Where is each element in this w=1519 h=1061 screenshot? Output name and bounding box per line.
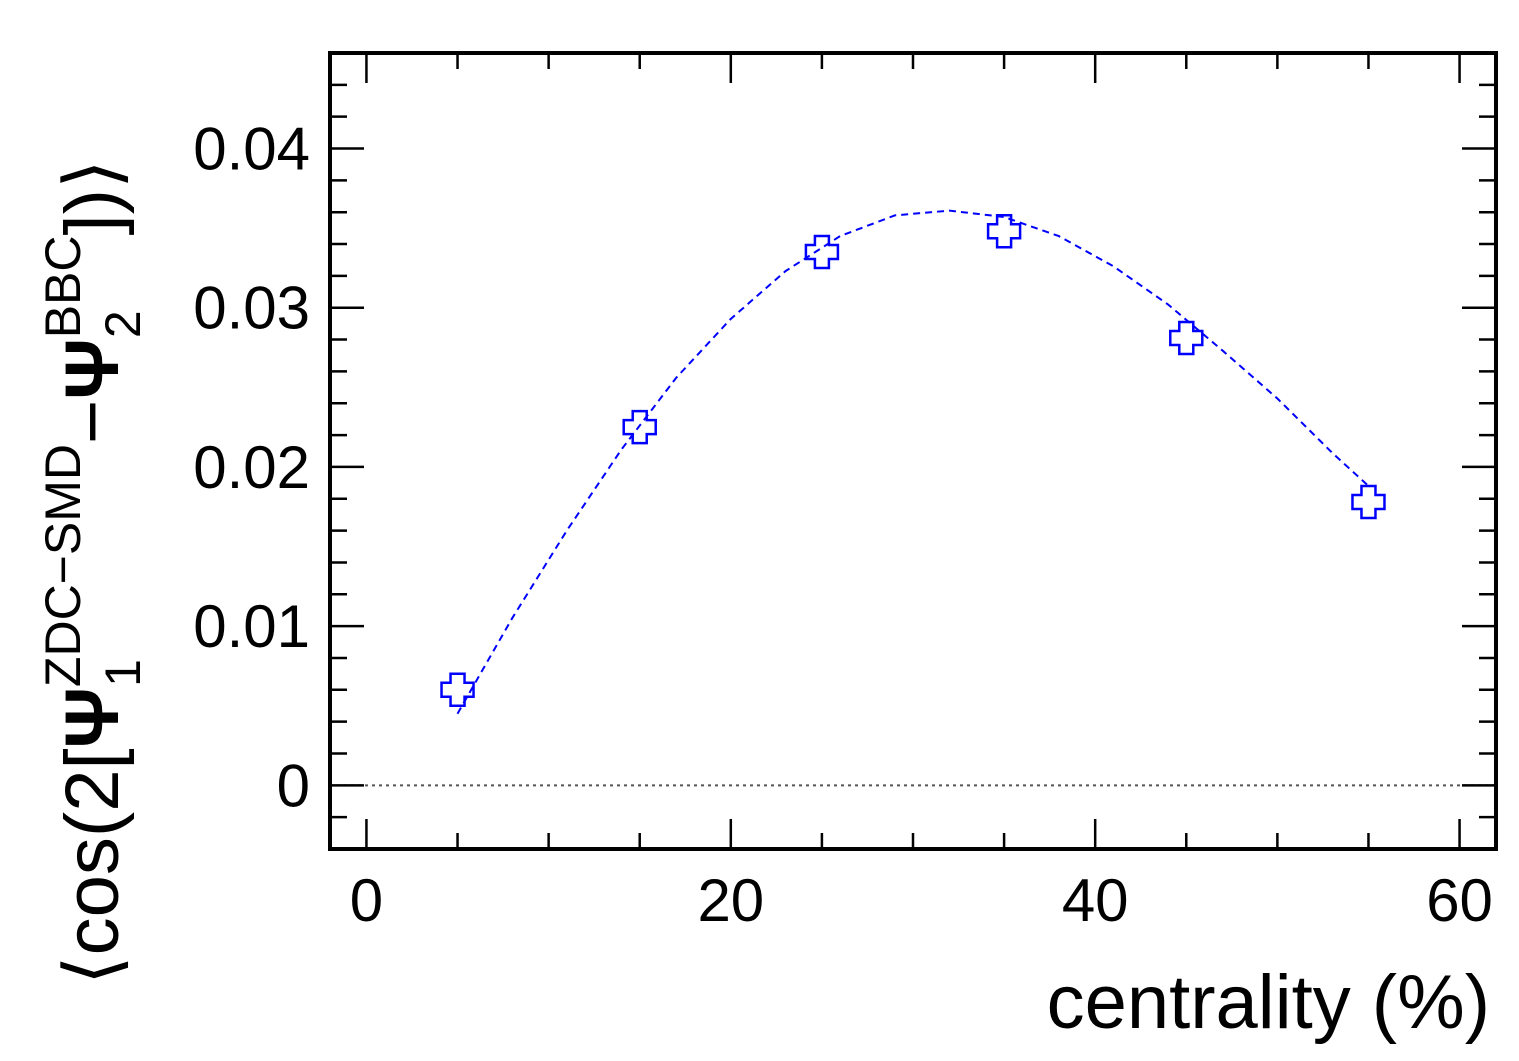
data-point [1351,484,1386,520]
y-title-sup1: ZDC−SMD [35,444,91,687]
y-title-prefix: ⟨cos(2[ [50,748,135,985]
x-tick-label: 0 [350,867,383,934]
y-title-sub2: 2 [95,310,151,338]
plot-area [328,51,1498,851]
x-tick-label: 60 [1426,867,1493,934]
y-title-sup2: BBC [35,235,91,338]
y-title-sub1: 1 [95,659,151,687]
data-point [1169,320,1204,356]
x-tick-label: 20 [697,867,764,934]
y-tick-label: 0.04 [193,116,310,183]
svg-text:⟨cos(2[Ψ1ZDC−SMD−Ψ2BBC])⟩: ⟨cos(2[Ψ1ZDC−SMD−Ψ2BBC])⟩ [35,159,151,985]
x-axis-title: centrality (%) [1047,960,1490,1045]
y-tick-label: 0 [277,752,310,819]
data-point [986,214,1022,249]
y-axis-title: ⟨cos(2[Ψ1ZDC−SMD−Ψ2BBC])⟩ [35,159,151,985]
axis-ticks [330,53,1496,851]
tick-labels: 0 20 40 60 0 0.01 0.02 0.03 0.04 [193,116,1493,934]
y-title-suffix: ])⟩ [50,159,135,235]
y-tick-label: 0.02 [193,434,310,501]
y-title-psi2: Ψ [50,338,135,400]
y-tick-label: 0.03 [193,275,310,342]
y-tick-label: 0.01 [193,593,310,660]
fit-curve [456,209,1370,715]
y-title-psi1: Ψ [50,687,135,749]
plot-frame [328,51,1498,851]
data-point [440,672,475,708]
data-point [804,234,840,270]
y-title-minus: − [50,400,135,444]
data-point [622,409,657,445]
x-tick-label: 40 [1062,867,1129,934]
